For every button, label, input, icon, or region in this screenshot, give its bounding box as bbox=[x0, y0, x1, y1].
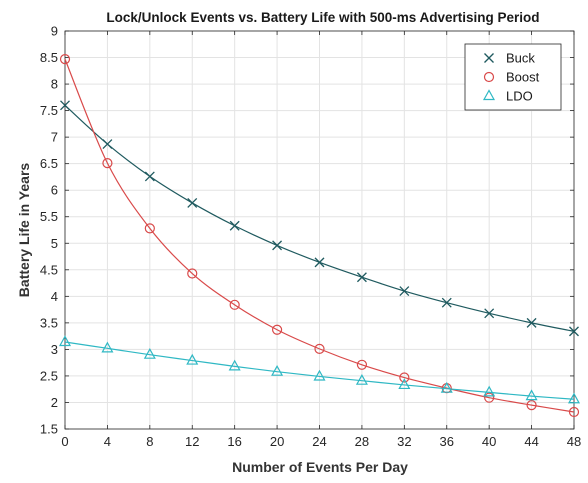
data-point-buck bbox=[484, 308, 495, 319]
series-line-boost bbox=[64, 58, 575, 413]
data-point-ldo bbox=[271, 364, 284, 376]
x-tick-label: 40 bbox=[482, 434, 496, 449]
data-point-boost bbox=[229, 299, 240, 310]
data-point-ldo bbox=[186, 353, 199, 365]
x-tick-label: 48 bbox=[567, 434, 581, 449]
data-point-boost bbox=[484, 392, 495, 403]
y-tick-label: 3.5 bbox=[40, 315, 58, 330]
data-point-buck bbox=[569, 326, 579, 337]
series-group bbox=[58, 54, 581, 418]
data-point-ldo bbox=[440, 381, 453, 393]
y-tick-label: 5.5 bbox=[40, 209, 58, 224]
legend-box bbox=[464, 43, 562, 111]
legend-label-ldo: LDO bbox=[506, 89, 533, 104]
y-tick-label: 7.5 bbox=[40, 103, 58, 118]
data-point-ldo bbox=[567, 392, 581, 404]
y-tick-label: 4 bbox=[51, 289, 58, 304]
x-tick-label: 4 bbox=[104, 434, 111, 449]
y-tick-label: 6 bbox=[51, 183, 58, 198]
data-point-ldo bbox=[143, 347, 156, 359]
legend-label-boost: Boost bbox=[506, 70, 540, 85]
data-point-boost bbox=[102, 158, 113, 169]
x-tick-label: 8 bbox=[146, 434, 153, 449]
data-point-buck bbox=[356, 272, 367, 283]
y-tick-label: 2 bbox=[51, 395, 58, 410]
data-point-buck bbox=[187, 197, 198, 208]
data-point-buck bbox=[272, 240, 283, 251]
data-point-boost bbox=[187, 268, 198, 279]
data-point-boost bbox=[144, 223, 155, 234]
y-axis-label: Battery Life in Years bbox=[16, 163, 32, 298]
x-tick-label: 32 bbox=[397, 434, 411, 449]
x-tick-label: 0 bbox=[61, 434, 68, 449]
x-tick-label: 44 bbox=[524, 434, 538, 449]
y-tick-label: 5 bbox=[51, 236, 58, 251]
x-tick-label: 28 bbox=[355, 434, 369, 449]
data-point-boost bbox=[399, 372, 410, 383]
data-point-ldo bbox=[398, 378, 411, 390]
data-point-boost bbox=[271, 324, 283, 335]
data-point-ldo bbox=[483, 385, 496, 397]
legend-marker-ldo bbox=[482, 89, 496, 101]
x-tick-label: 24 bbox=[312, 434, 326, 449]
data-point-ldo bbox=[313, 369, 326, 381]
data-point-buck bbox=[526, 317, 537, 328]
data-point-ldo bbox=[525, 389, 538, 401]
data-point-buck bbox=[102, 139, 113, 149]
y-tick-label: 3 bbox=[51, 342, 58, 357]
data-point-boost bbox=[526, 400, 537, 411]
y-tick-label: 7 bbox=[51, 130, 58, 145]
data-point-ldo bbox=[355, 373, 368, 385]
y-tick-label: 4.5 bbox=[40, 262, 58, 277]
data-point-ldo bbox=[228, 359, 241, 371]
legend-label-buck: Buck bbox=[506, 51, 535, 66]
x-axis-label: Number of Events Per Day bbox=[232, 459, 408, 475]
data-point-buck bbox=[229, 220, 240, 231]
legend-marker-buck bbox=[484, 53, 494, 63]
series-line-ldo bbox=[64, 341, 575, 400]
data-point-buck bbox=[144, 171, 155, 182]
y-tick-label: 9 bbox=[51, 24, 58, 39]
x-tick-label: 12 bbox=[185, 434, 199, 449]
data-point-boost bbox=[59, 54, 71, 65]
y-tick-label: 1.5 bbox=[40, 422, 58, 437]
y-tick-label: 2.5 bbox=[40, 368, 58, 383]
chart-title: Lock/Unlock Events vs. Battery Life with… bbox=[106, 10, 539, 25]
x-tick-label: 36 bbox=[440, 434, 454, 449]
x-tick-label: 16 bbox=[227, 434, 241, 449]
data-point-boost bbox=[314, 343, 325, 354]
legend: Buck Boost LDO bbox=[464, 43, 562, 111]
y-tick-label: 6.5 bbox=[40, 156, 58, 171]
y-tick-label: 8.5 bbox=[40, 50, 58, 65]
data-point-buck bbox=[314, 257, 325, 268]
data-point-ldo bbox=[101, 341, 114, 353]
data-point-buck bbox=[441, 297, 452, 308]
x-tick-label: 20 bbox=[270, 434, 284, 449]
y-tick-label: 8 bbox=[51, 77, 58, 92]
ticks: 0 4 8 12 16 20 24 28 32 36 40 44 481.522.533.544.555… bbox=[40, 24, 581, 450]
data-point-boost bbox=[356, 359, 368, 370]
data-point-boost bbox=[568, 406, 580, 418]
data-point-buck bbox=[60, 100, 70, 111]
data-point-ldo bbox=[58, 335, 72, 347]
data-point-buck bbox=[399, 286, 410, 296]
legend-marker-boost bbox=[483, 71, 495, 83]
